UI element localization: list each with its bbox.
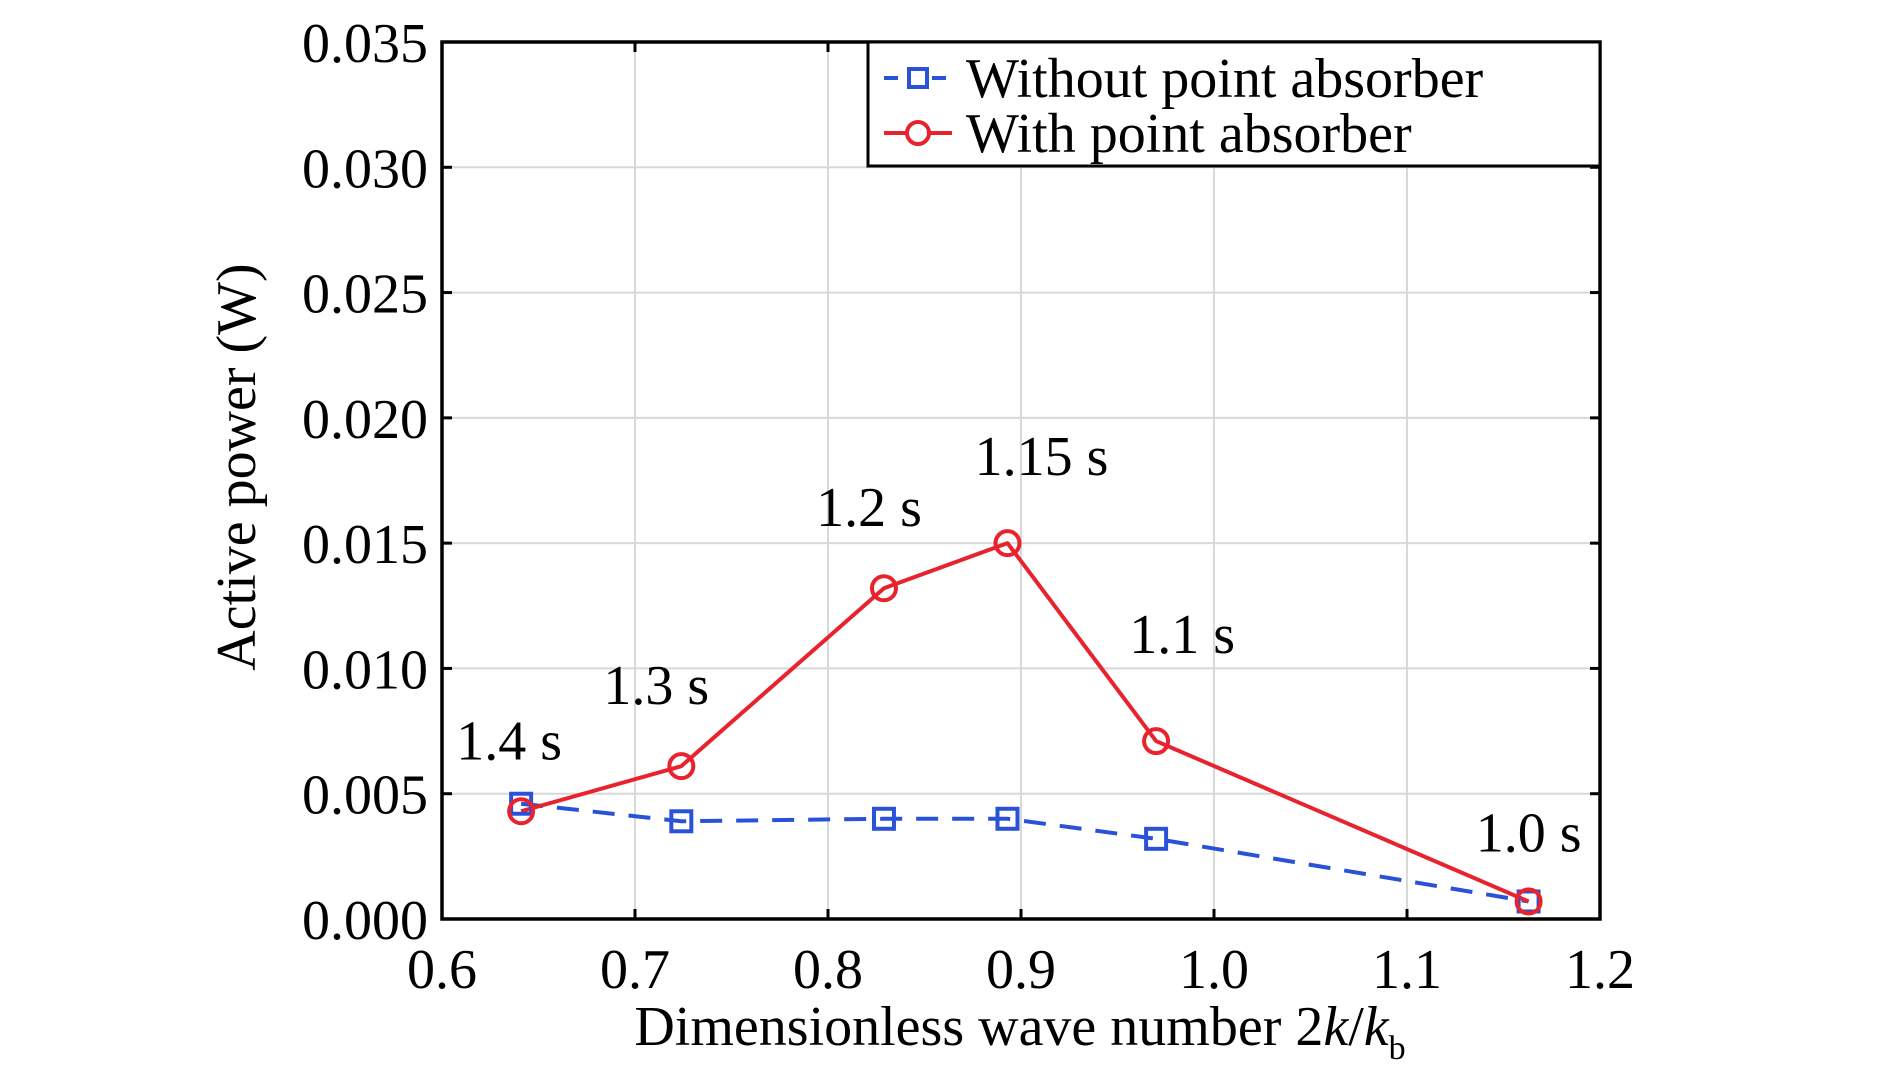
series-line-with [520,541,1530,904]
legend: Without point absorber With point absorb… [866,40,1602,168]
point-circle [507,797,536,826]
plot-lines [520,541,1530,904]
series-line-without [520,801,1529,904]
y-tick-label: 0.030 [302,138,428,200]
x-tick-label: 1.2 [1565,939,1635,1001]
legend-box [866,40,1602,168]
y-tick-label: 0.010 [302,639,428,701]
legend-item-with: With point absorber [884,103,1412,165]
legend-item-without: Without point absorber [884,48,1484,110]
x-tick-label: 0.7 [600,939,670,1001]
x-tick-label: 1.0 [1179,939,1249,1001]
point-label: 1.4 s [456,710,562,772]
y-axis-title: Active power (W) [206,263,268,670]
point-square [995,806,1020,831]
x-tick-label: 0.6 [407,939,477,1001]
point-square [1144,826,1169,851]
x-tick-labels: 0.6 0.7 0.8 0.9 1.0 1.1 1.2 [407,939,1635,1001]
x-tick-label: 0.8 [793,939,863,1001]
x-axis-title: Dimensionless wave number 2k/kb [634,996,1405,1067]
plot-markers [507,529,1543,916]
point-circle [993,529,1022,558]
y-tick-label: 0.015 [302,514,428,576]
y-tick-labels: 0.000 0.005 0.010 0.015 0.020 0.025 0.030 0.035 [302,13,428,952]
point-circle [667,752,696,781]
grid [442,42,1600,919]
point-square [871,806,896,831]
y-tick-label: 0.025 [302,264,428,326]
legend-label-with: With point absorber [966,103,1412,165]
point-square [669,809,694,834]
legend-marker-without [907,67,929,89]
point-circle [869,574,898,603]
x-tick-label: 1.1 [1372,939,1442,1001]
point-label: 1.2 s [816,477,922,539]
x-tick-label: 0.9 [986,939,1056,1001]
point-label: 1.3 s [603,655,709,717]
y-tick-label: 0.005 [302,765,428,827]
legend-label-without: Without point absorber [966,48,1484,110]
point-label: 1.15 s [975,426,1109,488]
point-label: 1.1 s [1129,604,1235,666]
point-circle [1514,887,1543,916]
legend-marker-with [905,120,931,146]
y-tick-label: 0.035 [302,13,428,75]
y-tick-label: 0.000 [302,890,428,952]
point-label: 1.0 s [1476,802,1582,864]
annotations: 1.4 s 1.3 s 1.2 s 1.15 s 1.1 s 1.0 s [456,426,1581,864]
y-tick-label: 0.020 [302,389,428,451]
point-circle [1142,727,1171,756]
